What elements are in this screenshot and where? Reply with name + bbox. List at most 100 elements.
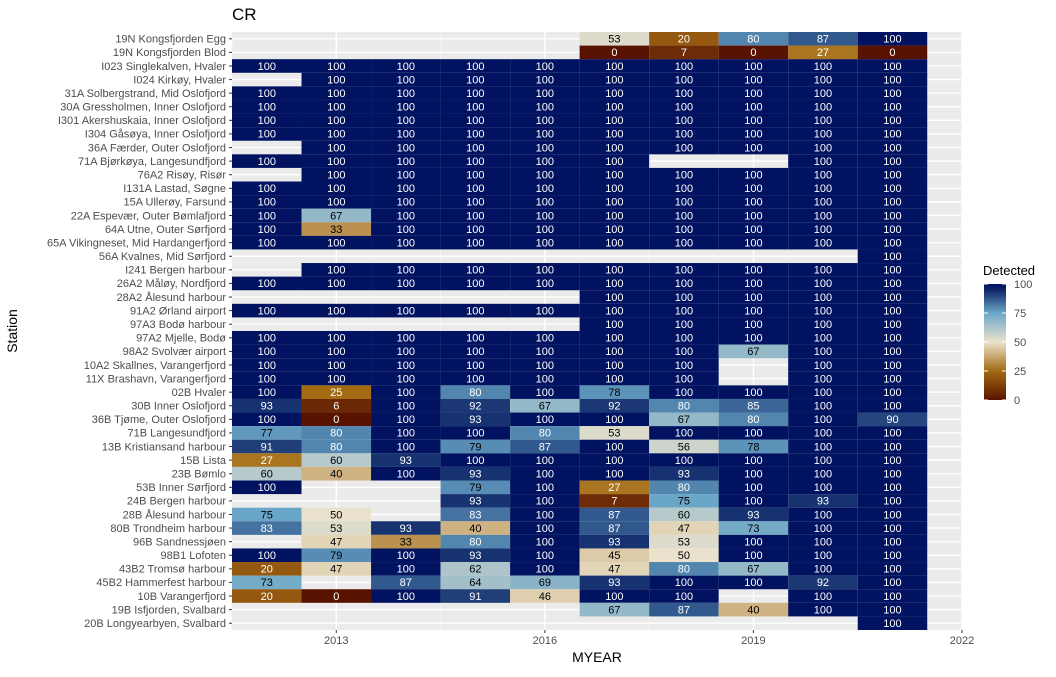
heatmap-cell (788, 113, 858, 128)
cell-value-label: 100 (814, 292, 832, 304)
cell-value-label: 100 (814, 509, 832, 521)
y-tick-label: 24B Bergen harbour (127, 496, 226, 508)
cell-value-label: 100 (814, 550, 832, 562)
cell-value-label: 80 (469, 387, 481, 399)
heatmap-cell (857, 426, 928, 440)
heatmap-cell (857, 358, 928, 372)
heatmap-cell (649, 344, 719, 359)
cell-value-label: 100 (675, 387, 693, 399)
cell-value-label: 100 (814, 373, 832, 385)
heatmap-cell (718, 453, 789, 467)
heatmap-cell (649, 385, 719, 399)
heatmap-cell (371, 575, 441, 590)
heatmap-cell (440, 195, 511, 209)
heatmap-cell (857, 507, 928, 522)
cell-value-label: 100 (814, 88, 832, 100)
heatmap-cell (579, 480, 650, 495)
cell-value-label: 100 (605, 142, 623, 154)
heatmap-cell (649, 59, 719, 73)
cell-value-label: 100 (327, 156, 345, 168)
cell-value-label: 100 (327, 373, 345, 385)
cell-value-label: 100 (814, 237, 832, 249)
y-tick-label: I304 Gåsøya, Inner Oslofjord (85, 129, 226, 141)
cell-value-label: 100 (744, 319, 762, 331)
heatmap-cell (649, 45, 719, 60)
heatmap-cell (649, 426, 719, 440)
heatmap-cell (857, 344, 928, 359)
cell-value-label: 100 (744, 496, 762, 508)
cell-value-label: 100 (466, 305, 484, 317)
y-tick-label: 56A Kvalnes, Mid Sørfjord (99, 251, 226, 263)
heatmap-cell (301, 99, 372, 114)
heatmap-cell (857, 521, 928, 535)
cell-value-label: 100 (883, 129, 901, 141)
heatmap-cell (579, 99, 650, 114)
cell-value-label: 100 (466, 183, 484, 195)
heatmap-cell (649, 521, 719, 535)
cell-value-label: 100 (675, 292, 693, 304)
cell-value-label: 100 (397, 564, 415, 576)
cell-value-label: 100 (814, 156, 832, 168)
heatmap-cell (649, 412, 719, 427)
heatmap-cell (718, 575, 789, 590)
cell-value-label: 100 (744, 88, 762, 100)
heatmap-cell (718, 167, 789, 182)
cell-value-label: 0 (750, 47, 756, 59)
cell-value-label: 64 (469, 577, 481, 589)
heatmap-cell (301, 263, 372, 277)
heatmap-cell (232, 453, 302, 467)
heatmap-cell (301, 358, 372, 372)
cell-value-label: 100 (327, 278, 345, 290)
cell-value-label: 100 (744, 482, 762, 494)
cell-value-label: 90 (886, 414, 898, 426)
heatmap-cell (301, 466, 372, 481)
cell-value-label: 100 (466, 156, 484, 168)
heatmap-cell (788, 521, 858, 535)
heatmap-cell (649, 290, 719, 304)
heatmap-cell (440, 494, 511, 508)
cell-value-label: 100 (258, 156, 276, 168)
heatmap-cell (788, 208, 858, 223)
cell-value-label: 100 (258, 550, 276, 562)
heatmap-cell (232, 439, 302, 454)
y-tick-label: 71A Bjørkøya, Langesundfjord (78, 156, 226, 168)
cell-value-label: 93 (469, 469, 481, 481)
heatmap-cell (510, 127, 580, 141)
cell-value-label: 100 (258, 115, 276, 127)
cell-value-label: 100 (883, 496, 901, 508)
cell-value-label: 100 (814, 102, 832, 114)
legend-colorbar (984, 284, 1006, 400)
heatmap-cell (788, 263, 858, 277)
cell-value-label: 93 (608, 577, 620, 589)
heatmap-cell (440, 303, 511, 318)
cell-value-label: 100 (883, 482, 901, 494)
cell-value-label: 80 (330, 428, 342, 440)
heatmap-cell (718, 494, 789, 508)
cell-value-label: 100 (883, 523, 901, 535)
heatmap-cell (649, 86, 719, 100)
heatmap-cell (788, 290, 858, 304)
cell-value-label: 100 (536, 224, 554, 236)
cell-value-label: 100 (397, 129, 415, 141)
cell-value-label: 100 (397, 88, 415, 100)
heatmap-cell (857, 534, 928, 549)
cell-value-label: 100 (397, 197, 415, 209)
heatmap-cell (579, 331, 650, 345)
heatmap-cell (579, 412, 650, 427)
cell-value-label: 100 (814, 197, 832, 209)
cell-value-label: 100 (883, 115, 901, 127)
heatmap-cell (718, 99, 789, 114)
cell-value-label: 67 (330, 210, 342, 222)
heatmap-cell (301, 562, 372, 576)
heatmap-cell (718, 562, 789, 576)
heatmap-cell (788, 344, 858, 359)
heatmap-cell (718, 45, 789, 60)
heatmap-cell (857, 195, 928, 209)
heatmap-cell (718, 521, 789, 535)
heatmap-cell (649, 276, 719, 291)
heatmap-cell (301, 303, 372, 318)
heatmap-cell (301, 331, 372, 345)
chart-title: CR (232, 5, 257, 24)
cell-value-label: 75 (261, 509, 273, 521)
y-tick-label: 36A Færder, Outer Oslofjord (88, 142, 226, 154)
